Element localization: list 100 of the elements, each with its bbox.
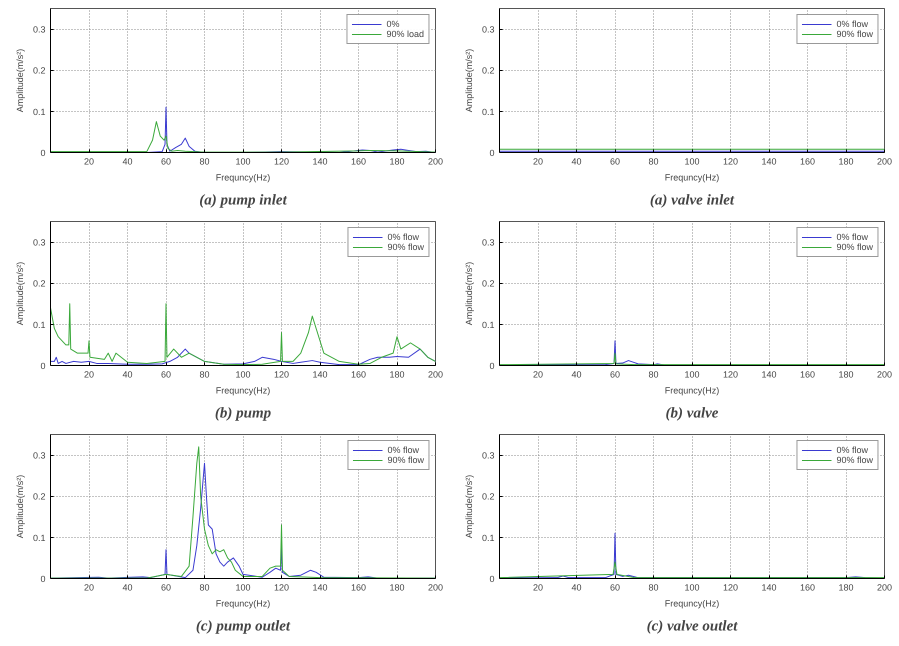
y-tick-label: 0 <box>40 361 46 371</box>
x-tick-label: 80 <box>648 156 659 166</box>
y-tick-label: 0.3 <box>32 24 46 35</box>
x-tick-label: 80 <box>648 582 659 592</box>
y-tick-label: 0 <box>489 574 495 584</box>
legend-label: 0% flow <box>836 19 868 29</box>
x-tick-label: 140 <box>761 156 777 166</box>
legend-label: 0% flow <box>387 445 419 455</box>
legend-label: 0% flow <box>387 232 419 242</box>
y-tick-label: 0.1 <box>32 320 46 330</box>
x-tick-label: 100 <box>684 582 700 592</box>
y-axis-title: Amplitude(m/s²) <box>464 48 474 112</box>
x-tick-label: 200 <box>428 156 444 166</box>
x-tick-label: 60 <box>610 582 620 592</box>
y-axis-title: Amplitude(m/s²) <box>14 48 25 112</box>
x-tick-label: 20 <box>84 582 94 592</box>
legend-label: 0% flow <box>836 232 868 242</box>
y-axis-title: Amplitude(m/s²) <box>464 262 474 326</box>
text: (b) pump <box>214 406 272 422</box>
x-tick-label: 140 <box>761 370 777 380</box>
x-tick-label: 80 <box>199 156 210 166</box>
x-tick-label: 100 <box>235 582 251 592</box>
y-axis-title: Amplitude(m/s²) <box>464 474 474 538</box>
x-tick-label: 20 <box>84 370 94 380</box>
x-tick-label: 200 <box>876 370 892 380</box>
x-tick-label: 100 <box>684 156 700 166</box>
x-tick-label: 180 <box>838 582 854 592</box>
x-tick-label: 160 <box>350 582 366 592</box>
y-tick-label: 0.1 <box>32 532 46 543</box>
x-tick-label: 20 <box>532 582 544 592</box>
x-tick-label: 80 <box>199 582 210 592</box>
x-tick-label: 180 <box>838 370 854 380</box>
y-tick-label: 0.1 <box>482 106 495 117</box>
x-tick-label: 200 <box>876 156 892 166</box>
y-tick-label: 0.2 <box>482 66 495 76</box>
x-tick-label: 60 <box>160 370 172 380</box>
x-axis-title: Frequncy(Hz) <box>664 386 720 396</box>
x-tick-label: 140 <box>312 370 328 380</box>
legend-label: 0% flow <box>836 445 868 455</box>
y-axis-title: Amplitude(m/s²) <box>14 474 25 538</box>
x-tick-label: 140 <box>312 582 328 592</box>
x-tick-label: 180 <box>838 156 854 166</box>
y-tick-label: 0.3 <box>482 24 495 35</box>
x-tick-label: 40 <box>571 370 582 380</box>
x-tick-label: 60 <box>610 156 620 166</box>
x-tick-label: 120 <box>274 156 290 166</box>
x-tick-label: 40 <box>571 156 582 166</box>
y-tick-label: 0.2 <box>32 66 46 76</box>
legend-label: 0% <box>386 19 400 29</box>
x-tick-label: 40 <box>122 582 133 592</box>
y-tick-label: 0.2 <box>482 278 495 289</box>
x-tick-label: 120 <box>722 370 738 380</box>
x-tick-label: 20 <box>532 370 544 380</box>
x-tick-label: 200 <box>428 582 444 592</box>
text: (c) pump outlet <box>196 618 291 634</box>
x-tick-label: 20 <box>84 156 94 166</box>
x-tick-label: 120 <box>722 582 738 592</box>
y-tick-label: 0.1 <box>482 320 495 330</box>
x-tick-label: 40 <box>122 156 133 166</box>
y-tick-label: 0.3 <box>32 450 46 461</box>
y-axis-title: Amplitude(m/s²) <box>14 262 25 326</box>
text: (b) valve <box>666 406 719 422</box>
y-tick-label: 0.2 <box>32 278 46 289</box>
y-tick-label: 0.2 <box>32 492 46 502</box>
y-tick-label: 0.3 <box>32 238 46 248</box>
x-tick-label: 160 <box>800 156 816 166</box>
x-tick-label: 160 <box>350 156 366 166</box>
x-tick-label: 160 <box>800 370 816 380</box>
legend-label: 90% flow <box>387 455 424 465</box>
x-axis-title: Frequncy(Hz) <box>216 386 270 396</box>
x-tick-label: 60 <box>610 370 620 380</box>
x-tick-label: 80 <box>199 370 210 380</box>
legend-label: 90% flow <box>836 242 873 252</box>
x-tick-label: 20 <box>532 156 544 166</box>
x-tick-label: 100 <box>235 156 251 166</box>
x-tick-label: 100 <box>684 370 700 380</box>
y-tick-label: 0.2 <box>482 492 495 502</box>
y-tick-label: 0.3 <box>482 238 495 248</box>
legend-label: 90% flow <box>836 29 873 39</box>
legend-label: 90% flow <box>836 455 873 465</box>
x-tick-label: 140 <box>312 156 328 166</box>
x-axis-title: Frequncy(Hz) <box>664 172 720 182</box>
x-axis-title: Frequncy(Hz) <box>216 172 270 182</box>
x-tick-label: 100 <box>235 370 251 380</box>
y-tick-label: 0.3 <box>482 450 495 461</box>
x-tick-label: 60 <box>160 156 172 166</box>
y-tick-label: 0 <box>40 574 46 584</box>
text: (c) valve outlet <box>646 618 738 634</box>
x-tick-label: 180 <box>389 582 405 592</box>
x-axis-title: Frequncy(Hz) <box>216 598 270 608</box>
x-tick-label: 180 <box>389 156 405 166</box>
x-tick-label: 120 <box>274 582 290 592</box>
x-tick-label: 120 <box>274 370 290 380</box>
y-tick-label: 0 <box>40 148 46 158</box>
x-tick-label: 180 <box>389 370 405 380</box>
x-tick-label: 140 <box>761 582 777 592</box>
legend-label: 90% flow <box>387 242 424 252</box>
x-tick-label: 200 <box>428 370 444 380</box>
y-tick-label: 0.1 <box>32 106 46 117</box>
x-axis-title: Frequncy(Hz) <box>664 598 720 608</box>
